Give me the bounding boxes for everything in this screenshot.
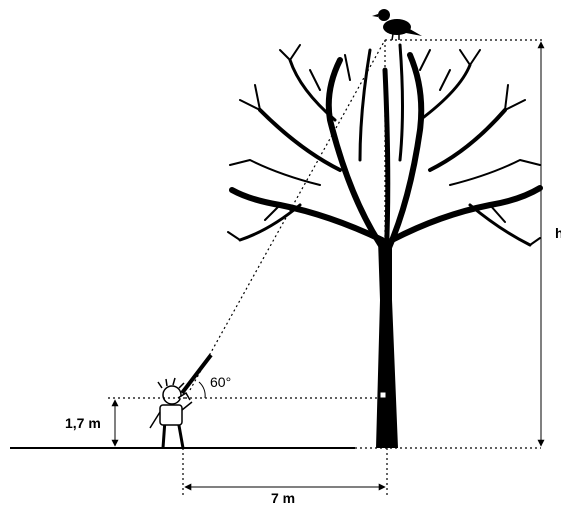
right-angle <box>379 391 387 399</box>
tree-height-label: h <box>555 225 561 241</box>
sight-line <box>189 39 386 391</box>
tree <box>227 43 543 448</box>
person <box>149 353 213 449</box>
bird <box>372 9 422 41</box>
distance-label: 7 m <box>271 490 295 506</box>
angle-arc <box>198 381 206 399</box>
eye-height-label: 1,7 m <box>65 415 101 431</box>
angle-label: 60° <box>210 374 231 390</box>
